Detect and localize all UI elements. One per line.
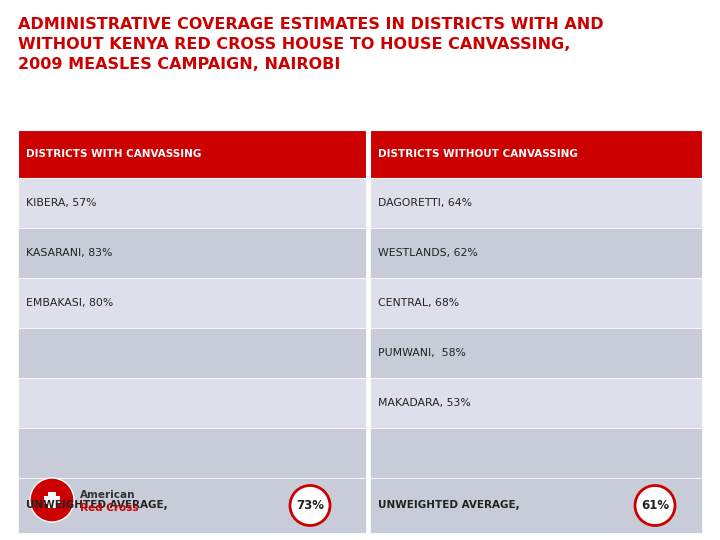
Bar [370,178,702,228]
Bar [18,428,366,478]
Text: WESTLANDS, 62%: WESTLANDS, 62% [378,248,478,258]
Text: MAKADARA, 53%: MAKADARA, 53% [378,398,471,408]
Text: UNWEIGHTED AVERAGE,: UNWEIGHTED AVERAGE, [26,501,168,510]
Text: KASARANI, 83%: KASARANI, 83% [26,248,112,258]
Bar [18,228,366,278]
Bar [370,478,702,533]
Bar [18,178,366,228]
Bar [18,328,366,378]
Text: DISTRICTS WITH CANVASSING: DISTRICTS WITH CANVASSING [26,149,202,159]
Bar [370,328,702,378]
Text: ADMINISTRATIVE COVERAGE ESTIMATES IN DISTRICTS WITH AND
WITHOUT KENYA RED CROSS : ADMINISTRATIVE COVERAGE ESTIMATES IN DIS… [18,17,603,72]
Bar [370,428,702,478]
Bar [18,478,366,533]
Bar [370,378,702,428]
Text: EMBAKASI, 80%: EMBAKASI, 80% [26,298,113,308]
Text: 61%: 61% [641,499,669,512]
Text: UNWEIGHTED AVERAGE,: UNWEIGHTED AVERAGE, [378,501,520,510]
Text: CENTRAL, 68%: CENTRAL, 68% [378,298,459,308]
Bar [18,378,366,428]
Bar [370,278,702,328]
Text: KIBERA, 57%: KIBERA, 57% [26,198,96,208]
Text: DISTRICTS WITHOUT CANVASSING: DISTRICTS WITHOUT CANVASSING [378,149,578,159]
Text: 73%: 73% [296,499,324,512]
Text: Red Cross: Red Cross [80,503,138,513]
Bar [370,228,702,278]
Bar [44,496,60,504]
Bar [48,492,56,508]
Text: American: American [80,490,135,500]
Circle shape [290,485,330,525]
Text: DAGORETTI, 64%: DAGORETTI, 64% [378,198,472,208]
Text: PUMWANI,  58%: PUMWANI, 58% [378,348,466,358]
Circle shape [30,478,74,522]
Bar [370,130,702,178]
Bar [18,278,366,328]
Circle shape [635,485,675,525]
Bar [18,130,366,178]
